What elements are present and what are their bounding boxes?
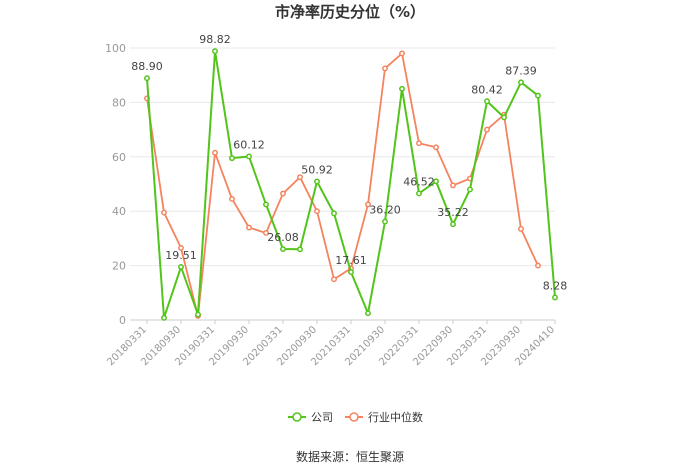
data-point[interactable] [484, 98, 490, 105]
data-label: 88.90 [131, 60, 163, 73]
data-point[interactable] [178, 244, 184, 251]
data-label: 98.82 [199, 33, 231, 46]
data-point[interactable] [416, 190, 422, 197]
data-point[interactable] [178, 263, 184, 270]
data-point[interactable] [263, 201, 269, 208]
data-label: 46.52 [403, 175, 435, 188]
data-point[interactable] [416, 140, 422, 147]
data-label: 26.08 [267, 231, 299, 244]
legend-marker [349, 412, 359, 422]
data-point[interactable] [535, 92, 541, 99]
data-point[interactable] [382, 65, 388, 72]
y-tick-label: 20 [112, 260, 126, 273]
data-point[interactable] [433, 144, 439, 151]
data-point[interactable] [399, 85, 405, 92]
data-point[interactable] [450, 221, 456, 228]
data-label: 87.39 [505, 64, 537, 77]
series-layer [144, 48, 558, 321]
data-label: 60.12 [233, 138, 265, 151]
y-tick-label: 80 [112, 96, 126, 109]
chart-title: 市净率历史分位（%） [275, 3, 425, 21]
data-point[interactable] [365, 310, 371, 317]
y-tick-label: 40 [112, 205, 126, 218]
data-point[interactable] [246, 153, 252, 160]
data-point[interactable] [399, 50, 405, 57]
x-axis: 2018033120180930201903312019093020200331… [105, 319, 557, 368]
data-point[interactable] [314, 178, 320, 185]
data-point[interactable] [144, 75, 150, 82]
legend-item-0[interactable]: 公司 [288, 411, 333, 424]
data-point[interactable] [331, 210, 337, 217]
data-point[interactable] [161, 314, 167, 321]
y-tick-label: 100 [105, 42, 126, 55]
data-label: 19.51 [165, 249, 197, 262]
data-point[interactable] [518, 225, 524, 232]
data-point[interactable] [297, 246, 303, 253]
data-point[interactable] [246, 224, 252, 231]
data-point[interactable] [467, 186, 473, 193]
data-point[interactable] [195, 311, 201, 318]
data-label: 17.61 [335, 254, 367, 267]
legend[interactable]: 公司 行业中位数 [288, 410, 423, 424]
data-point[interactable] [365, 201, 371, 208]
data-point[interactable] [331, 276, 337, 283]
data-label: 35.22 [437, 206, 469, 219]
data-point[interactable] [314, 208, 320, 215]
data-point[interactable] [433, 178, 439, 185]
data-label: 36.20 [369, 204, 401, 217]
data-point[interactable] [280, 246, 286, 253]
legend-label: 公司 [311, 411, 333, 424]
data-source: 数据来源：恒生聚源 [296, 449, 404, 464]
data-point[interactable] [382, 218, 388, 225]
legend-label: 行业中位数 [368, 410, 423, 424]
y-tick-label: 0 [119, 314, 126, 327]
data-point[interactable] [297, 174, 303, 181]
data-point[interactable] [518, 79, 524, 86]
data-point[interactable] [450, 182, 456, 189]
legend-item-1[interactable]: 行业中位数 [345, 410, 423, 424]
data-point[interactable] [212, 48, 218, 55]
data-label: 80.42 [471, 83, 503, 96]
data-point[interactable] [161, 209, 167, 216]
data-point[interactable] [535, 262, 541, 269]
y-tick-label: 60 [112, 151, 126, 164]
data-label: 50.92 [301, 163, 333, 176]
legend-marker [292, 412, 302, 422]
data-point[interactable] [229, 196, 235, 202]
data-point[interactable] [229, 155, 235, 162]
data-point[interactable] [484, 126, 490, 133]
y-axis: 0 20 40 60 80 100 [105, 42, 126, 327]
data-point[interactable] [212, 149, 218, 156]
data-point[interactable] [552, 294, 558, 301]
data-point[interactable] [280, 190, 286, 197]
data-labels: 88.90 19.51 98.82 60.12 26.08 50.92 17.61 36.20… [131, 33, 567, 292]
data-point[interactable] [348, 269, 354, 276]
data-label: 8.28 [543, 279, 568, 292]
data-point[interactable] [501, 114, 507, 121]
data-point[interactable] [263, 230, 269, 236]
